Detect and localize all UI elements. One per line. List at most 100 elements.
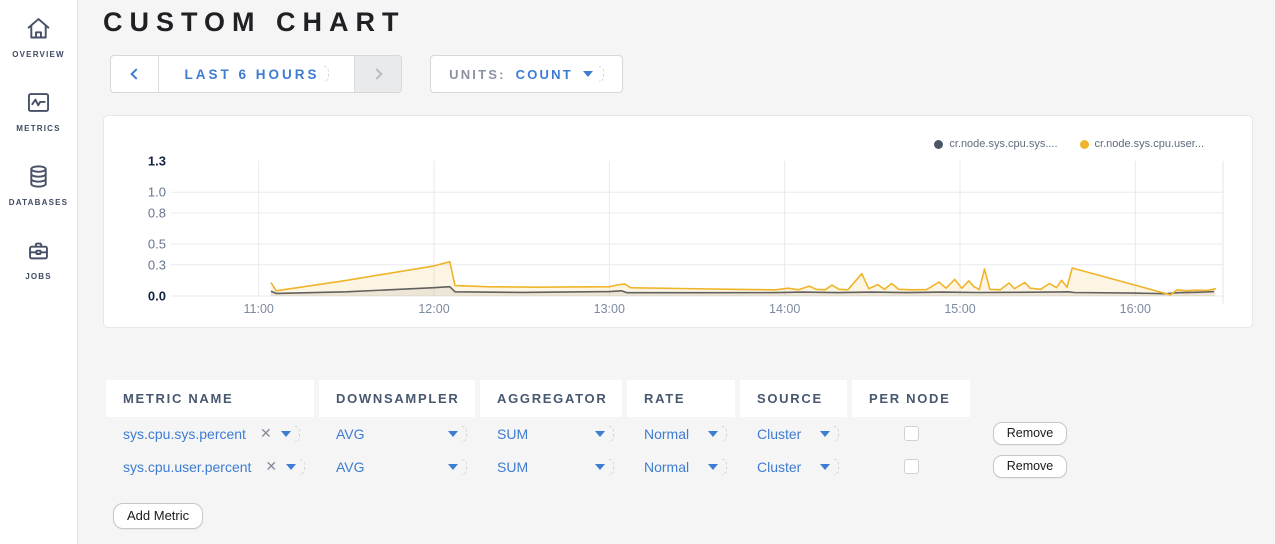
- column-header-actions: [975, 380, 1085, 417]
- table-row-metric-name-dropdown[interactable]: sys.cpu.user.percent ✕: [106, 450, 314, 483]
- svg-text:15:00: 15:00: [944, 302, 975, 316]
- sidebar-item-jobs[interactable]: JOBS: [25, 237, 52, 281]
- source-dropdown[interactable]: Cluster: [740, 417, 847, 450]
- page-title: CUSTOM CHART: [103, 7, 406, 37]
- aggregator-value: SUM: [497, 458, 529, 475]
- chevron-down-icon: [595, 430, 605, 437]
- chevron-down-icon: [708, 463, 718, 470]
- chevron-down-icon: [280, 430, 291, 437]
- sidebar-item-overview[interactable]: OVERVIEW: [12, 15, 65, 59]
- aggregator-dropdown[interactable]: SUM: [480, 417, 622, 450]
- rate-dropdown[interactable]: Normal: [627, 417, 735, 450]
- svg-text:0.5: 0.5: [148, 237, 166, 252]
- chevron-down-icon: [820, 463, 830, 470]
- legend-dot-icon: [934, 139, 944, 149]
- svg-text:14:00: 14:00: [769, 302, 800, 316]
- svg-text:0.8: 0.8: [148, 205, 166, 220]
- home-icon: [25, 15, 52, 42]
- chevron-left-icon: [130, 68, 142, 80]
- metrics-table: METRIC NAME DOWNSAMPLER AGGREGATOR RATE …: [106, 380, 1085, 483]
- sidebar: OVERVIEW METRICS DATABASES: [0, 0, 78, 544]
- sidebar-item-label: JOBS: [25, 272, 52, 281]
- select-focus-artifact: [462, 458, 467, 475]
- per-node-cell: [852, 450, 970, 483]
- remove-metric-button[interactable]: Remove: [992, 455, 1068, 478]
- aggregator-dropdown[interactable]: SUM: [480, 450, 622, 483]
- source-value: Cluster: [757, 458, 802, 475]
- select-focus-artifact: [294, 425, 300, 442]
- rate-dropdown[interactable]: Normal: [627, 450, 735, 483]
- column-header-source: SOURCE: [740, 380, 847, 417]
- chart-legend: cr.node.sys.cpu.sys.... cr.node.sys.cpu.…: [934, 138, 1204, 150]
- remove-cell: Remove: [975, 450, 1085, 483]
- database-icon: [25, 163, 52, 190]
- downsampler-dropdown[interactable]: AVG: [319, 417, 475, 450]
- chevron-down-icon: [595, 463, 605, 470]
- source-dropdown[interactable]: Cluster: [740, 450, 847, 483]
- sidebar-item-metrics[interactable]: METRICS: [16, 89, 60, 133]
- aggregator-value: SUM: [497, 425, 529, 442]
- downsampler-value: AVG: [336, 425, 365, 442]
- units-value: COUNT: [515, 66, 573, 82]
- select-focus-artifact: [722, 425, 727, 442]
- select-focus-artifact: [462, 425, 467, 442]
- select-focus-artifact: [598, 66, 604, 82]
- chart-card: cr.node.sys.cpu.sys.... cr.node.sys.cpu.…: [103, 115, 1253, 328]
- chevron-down-icon: [286, 463, 297, 470]
- column-header-per-node: PER NODE: [852, 380, 970, 417]
- legend-item-user[interactable]: cr.node.sys.cpu.user...: [1079, 138, 1204, 150]
- rate-value: Normal: [644, 458, 690, 475]
- column-header-rate: RATE: [627, 380, 735, 417]
- svg-text:16:00: 16:00: [1120, 302, 1151, 316]
- units-dropdown[interactable]: UNITS: COUNT: [430, 55, 623, 93]
- svg-text:13:00: 13:00: [594, 302, 625, 316]
- select-focus-artifact: [834, 425, 839, 442]
- chevron-down-icon: [582, 71, 593, 77]
- metric-name-value: sys.cpu.user.percent: [123, 458, 252, 475]
- select-focus-artifact: [834, 458, 839, 475]
- svg-text:0.0: 0.0: [148, 289, 166, 304]
- per-node-checkbox[interactable]: [903, 459, 919, 474]
- chevron-down-icon: [708, 430, 718, 437]
- time-range-dropdown[interactable]: LAST 6 HOURS: [158, 56, 355, 92]
- chevron-down-icon: [448, 463, 458, 470]
- chart-canvas[interactable]: 1.3 1.0 0.8 0.5 0.3 0.0 11:00 12:00 13:00 14:00 15…: [104, 116, 1252, 327]
- select-focus-artifact: [722, 458, 727, 475]
- units-label: UNITS:: [449, 66, 506, 82]
- time-range-next-button[interactable]: [355, 56, 401, 92]
- time-range-label: LAST 6 HOURS: [184, 66, 320, 82]
- legend-label: cr.node.sys.cpu.user...: [1094, 138, 1204, 150]
- column-header-aggregator: AGGREGATOR: [480, 380, 622, 417]
- remove-cell: Remove: [975, 417, 1085, 450]
- table-row-metric-name-dropdown[interactable]: sys.cpu.sys.percent ✕: [106, 417, 314, 450]
- select-focus-artifact: [323, 66, 329, 82]
- source-value: Cluster: [757, 425, 802, 442]
- select-focus-artifact: [609, 425, 614, 442]
- sidebar-item-label: METRICS: [16, 124, 61, 133]
- clear-metric-icon[interactable]: ✕: [265, 458, 278, 474]
- time-range-prev-button[interactable]: [111, 56, 158, 92]
- time-range-selector: LAST 6 HOURS: [110, 55, 402, 93]
- chevron-down-icon: [448, 430, 458, 437]
- rate-value: Normal: [644, 425, 690, 442]
- remove-metric-button[interactable]: Remove: [992, 422, 1068, 445]
- legend-item-sys[interactable]: cr.node.sys.cpu.sys....: [934, 138, 1058, 150]
- add-metric-button[interactable]: Add Metric: [113, 503, 204, 529]
- briefcase-icon: [25, 237, 52, 264]
- chevron-right-icon: [370, 68, 383, 80]
- chevron-down-icon: [820, 430, 830, 437]
- downsampler-dropdown[interactable]: AVG: [319, 450, 475, 483]
- svg-text:12:00: 12:00: [418, 302, 449, 316]
- sidebar-item-databases[interactable]: DATABASES: [9, 163, 68, 207]
- sidebar-item-label: OVERVIEW: [12, 50, 65, 59]
- clear-metric-icon[interactable]: ✕: [259, 425, 272, 441]
- per-node-checkbox[interactable]: [903, 426, 919, 441]
- sidebar-item-label: DATABASES: [8, 198, 69, 207]
- downsampler-value: AVG: [336, 458, 365, 475]
- svg-text:11:00: 11:00: [244, 302, 274, 316]
- metrics-chart-icon: [25, 89, 52, 116]
- svg-text:0.3: 0.3: [148, 257, 166, 272]
- column-header-downsampler: DOWNSAMPLER: [319, 380, 475, 417]
- per-node-cell: [852, 417, 970, 450]
- legend-dot-icon: [1079, 139, 1089, 149]
